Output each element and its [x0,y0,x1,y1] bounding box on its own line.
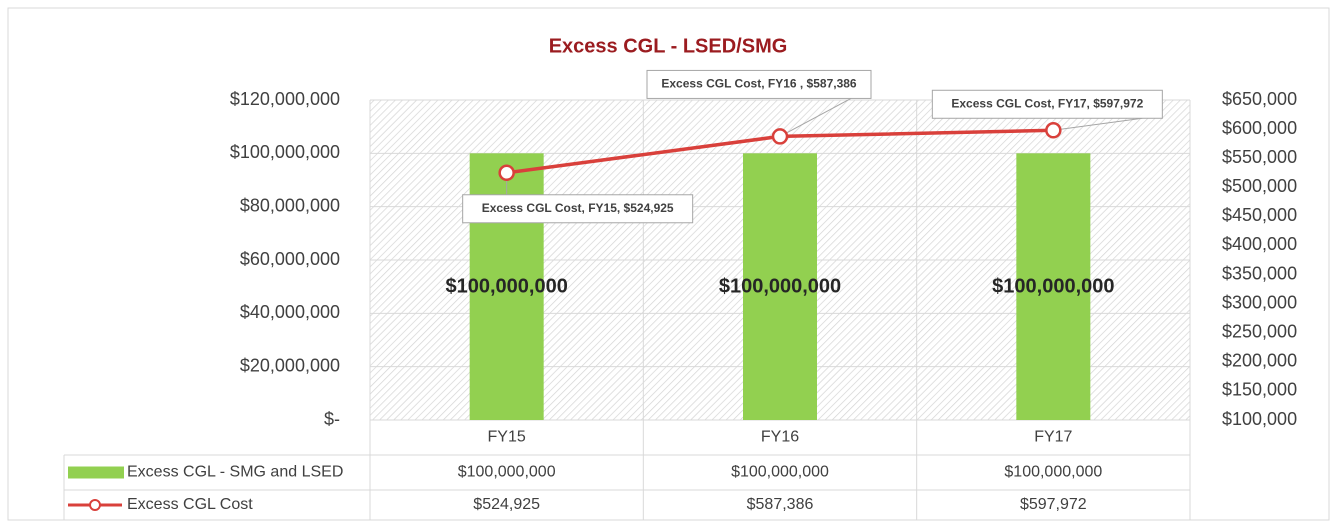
legend-label: Excess CGL - SMG and LSED [127,464,343,481]
y2-tick-label: $100,000 [1222,409,1297,429]
y-tick-label: $80,000,000 [240,195,340,215]
y2-tick-label: $400,000 [1222,234,1297,254]
leader-line [1053,117,1143,131]
line-value-label: Excess CGL Cost, FY17, $597,972 [951,96,1143,110]
y-tick-label: $100,000,000 [230,142,340,162]
y-tick-label: $40,000,000 [240,302,340,322]
table-cell: $100,000,000 [458,464,556,481]
y2-tick-label: $150,000 [1222,380,1297,400]
legend-key [89,499,101,511]
table-cell: $597,972 [1020,496,1087,513]
table-cell: $100,000,000 [1004,464,1102,481]
line-value-label: Excess CGL Cost, FY15, $524,925 [482,201,674,215]
line-value-label: Excess CGL Cost, FY16 , $587,386 [661,77,857,91]
line-marker [771,128,789,145]
table-cell: $587,386 [747,496,814,513]
x-tick-label: FY16 [761,429,799,446]
table-cell: $100,000,000 [731,464,829,481]
leader-line [779,97,852,137]
data-label-box [931,89,1163,119]
y2-tick-label: $450,000 [1222,205,1297,225]
bar [1016,153,1091,421]
y2-tick-label: $350,000 [1222,263,1297,283]
chart-layer: $- $20,000,000 $40,000,000 $60,000,000 $80,0… [63,69,1297,521]
y2-tick-label: $250,000 [1222,321,1297,341]
y2-tick-label: $550,000 [1222,147,1297,167]
y-tick-label: $20,000,000 [240,355,340,375]
x-tick-label: FY17 [1034,429,1072,446]
y2-tick-label: $600,000 [1222,118,1297,138]
y-tick-label: $60,000,000 [240,249,340,269]
data-label-box [646,69,872,99]
bar-value-label: $100,000,000 [992,275,1114,297]
data-label-box [462,194,694,224]
bar-value-label: $100,000,000 [719,275,841,297]
line-marker [498,164,515,182]
chart-title: Excess CGL - LSED/SMG [549,35,788,57]
bar-value-label: $100,000,000 [445,275,567,297]
legend-key [68,466,124,479]
table-cell: $524,925 [473,496,540,513]
bar [743,153,817,421]
y-tick-label: $- [324,409,340,429]
legend-label: Excess CGL Cost [127,496,253,513]
x-tick-label: FY15 [488,429,526,446]
y-tick-label: $120,000,000 [230,89,340,109]
y2-tick-label: $300,000 [1222,292,1297,312]
line-marker [1045,122,1062,139]
y2-tick-label: $200,000 [1222,351,1297,371]
y2-tick-label: $500,000 [1222,176,1297,196]
y2-tick-label: $650,000 [1222,89,1297,109]
